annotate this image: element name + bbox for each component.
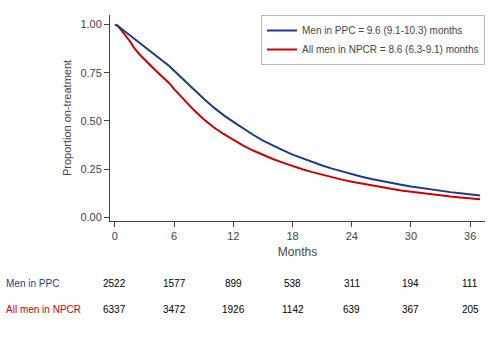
svg-text:36: 36	[464, 230, 476, 242]
svg-text:899: 899	[225, 278, 242, 289]
svg-text:1142: 1142	[282, 304, 304, 315]
svg-text:0.00: 0.00	[80, 211, 101, 223]
svg-text:1926: 1926	[222, 304, 245, 315]
svg-text:538: 538	[284, 278, 301, 289]
svg-text:24: 24	[346, 230, 358, 242]
svg-text:205: 205	[462, 304, 479, 315]
svg-text:2522: 2522	[103, 278, 126, 289]
svg-text:311: 311	[344, 278, 360, 289]
svg-text:All men in NPCR: All men in NPCR	[6, 304, 81, 315]
svg-text:30: 30	[405, 230, 417, 242]
svg-text:639: 639	[343, 304, 360, 315]
svg-text:0.25: 0.25	[80, 163, 101, 175]
svg-text:Proportion on-treatment: Proportion on-treatment	[61, 60, 73, 176]
svg-text:0.75: 0.75	[80, 67, 101, 79]
svg-text:Men in PPC: Men in PPC	[6, 278, 59, 289]
svg-text:Men in PPC = 9.6 (9.1-10.3) mo: Men in PPC = 9.6 (9.1-10.3) months	[302, 25, 462, 36]
svg-text:6: 6	[171, 230, 177, 242]
svg-text:0: 0	[112, 230, 118, 242]
svg-text:12: 12	[227, 230, 239, 242]
svg-text:111: 111	[462, 278, 478, 289]
svg-text:6337: 6337	[103, 304, 126, 315]
svg-text:0.50: 0.50	[80, 115, 101, 127]
svg-text:Months: Months	[278, 245, 317, 259]
svg-text:367: 367	[402, 304, 419, 315]
svg-text:1.00: 1.00	[80, 18, 101, 30]
svg-text:194: 194	[402, 278, 419, 289]
svg-text:18: 18	[286, 230, 298, 242]
svg-text:All men in NPCR = 8.6 (6.3-9.1: All men in NPCR = 8.6 (6.3-9.1) months	[302, 44, 478, 55]
svg-text:3472: 3472	[163, 304, 186, 315]
svg-text:1577: 1577	[163, 278, 186, 289]
